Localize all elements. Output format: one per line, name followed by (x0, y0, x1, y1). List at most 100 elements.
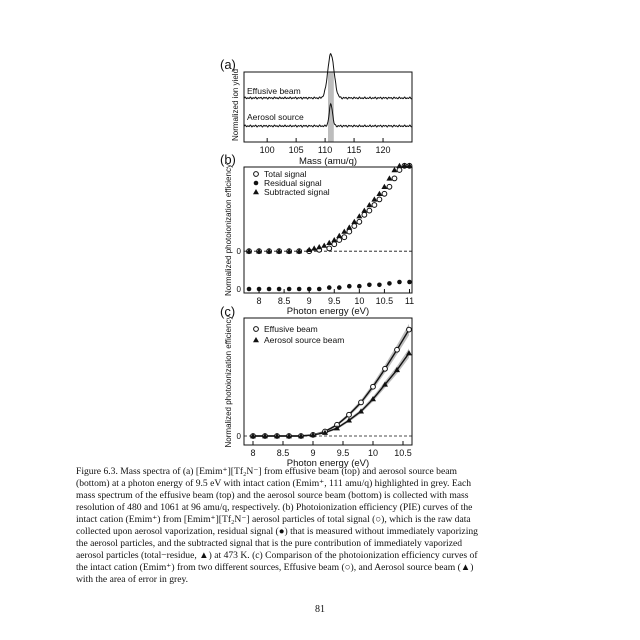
data-point (266, 286, 272, 292)
data-point (371, 202, 378, 208)
data-point (262, 433, 268, 439)
caption-line: the aerosol particles, and the subtracte… (76, 538, 463, 549)
data-point (361, 207, 368, 213)
caption-line: Figure 6.3. Mass spectra of (a) [Emim⁺][… (76, 466, 457, 477)
data-point (316, 286, 322, 292)
x-axis-label: Photon energy (eV) (287, 306, 369, 317)
series-label: Aerosol source (247, 112, 304, 122)
data-point (356, 218, 363, 225)
legend-label: Effusive beam (264, 324, 318, 334)
x-tick-label: 110 (318, 145, 332, 155)
figure-caption: Figure 6.3. Mass spectra of (a) [Emim⁺][… (76, 466, 564, 586)
data-point (356, 213, 363, 219)
data-point (276, 286, 282, 292)
x-tick-label: 10 (354, 296, 364, 306)
legend-marker (253, 189, 259, 195)
data-point (386, 175, 393, 181)
caption-line: (bottom) at a photon energy of 9.5 eV wi… (76, 478, 472, 489)
x-tick-label: 9 (310, 448, 315, 458)
panel-c-label: (c) (220, 304, 236, 319)
caption-line: aerosol particles (total−residue, ▲) at … (76, 550, 478, 561)
data-point (387, 281, 392, 286)
data-point (266, 248, 273, 254)
data-point (382, 365, 388, 372)
legend-label: Aerosol source beam (264, 335, 344, 345)
data-point (336, 232, 343, 238)
caption-line: the intact cation (Emim⁺) from two diffe… (76, 562, 474, 573)
y-axis-label: Normalized photoionization efficiency (224, 316, 233, 448)
legend-marker (253, 180, 259, 186)
caption-line: mass spectrum of the effusive beam (top)… (76, 490, 469, 501)
data-point (358, 408, 364, 414)
legend-label: Subtracted signal (264, 187, 330, 197)
page-number: 81 (315, 604, 325, 615)
plot-frame (243, 166, 413, 294)
x-axis-label: Mass (amu/q) (299, 156, 357, 167)
legend-marker (253, 326, 259, 332)
data-point (406, 326, 412, 333)
x-tick-label: 9.5 (337, 448, 350, 458)
x-tick-label: 115 (347, 145, 361, 155)
data-point (322, 429, 328, 435)
legend-marker (253, 337, 259, 343)
y-axis-label: Normalized ion yield (231, 69, 240, 141)
x-tick-label: 100 (260, 145, 275, 155)
data-point (298, 433, 304, 439)
data-point (306, 246, 313, 252)
data-point (311, 245, 318, 251)
data-point (341, 228, 348, 234)
data-point (376, 190, 383, 196)
x-tick-label: 11 (405, 296, 414, 306)
data-point (347, 283, 352, 289)
plot-frame (243, 71, 413, 143)
data-point (391, 175, 398, 182)
data-point (326, 239, 333, 245)
data-point (310, 431, 316, 438)
data-point (334, 425, 340, 431)
y-tick-label: 0 (237, 285, 242, 294)
x-tick-label: 10 (368, 448, 378, 458)
data-point (256, 248, 263, 254)
data-point (381, 190, 388, 197)
data-point (366, 202, 373, 208)
data-point (386, 183, 393, 190)
error-band (253, 348, 409, 437)
data-point (326, 285, 332, 290)
data-point (351, 218, 358, 224)
data-point (397, 279, 402, 285)
data-point (286, 433, 292, 439)
x-tick-label: 9 (307, 296, 312, 306)
data-point (381, 183, 388, 189)
data-point (346, 417, 352, 423)
data-point (391, 167, 398, 173)
caption-line: intact cation (Emim⁺) from [Emim⁺][Tf₂N⁻… (76, 514, 471, 525)
y-axis-label: Normalized photoionization efficiency (224, 164, 233, 296)
data-point (346, 224, 353, 230)
data-point (370, 396, 376, 402)
data-point (394, 366, 400, 373)
data-point (367, 282, 372, 288)
data-point (246, 286, 252, 292)
spectrum-trace (243, 102, 413, 128)
data-point (274, 433, 280, 439)
data-point (296, 248, 303, 254)
data-point (406, 350, 412, 356)
panel-a-label: (a) (220, 57, 236, 72)
data-point (296, 286, 302, 292)
data-point (382, 381, 388, 387)
y-tick-label: 0 (237, 247, 242, 256)
legend-label: Total signal (264, 169, 307, 179)
caption-line: with the area of error in grey. (76, 574, 189, 585)
data-point (246, 248, 253, 254)
data-point (321, 242, 328, 248)
data-point (366, 207, 373, 214)
data-point (377, 282, 382, 288)
data-point (250, 433, 256, 439)
data-point (346, 411, 352, 418)
x-tick-label: 10.5 (394, 448, 412, 458)
x-tick-label: 105 (289, 145, 304, 155)
x-tick-label: 10.5 (376, 296, 394, 306)
x-tick-label: 8.5 (278, 296, 291, 306)
